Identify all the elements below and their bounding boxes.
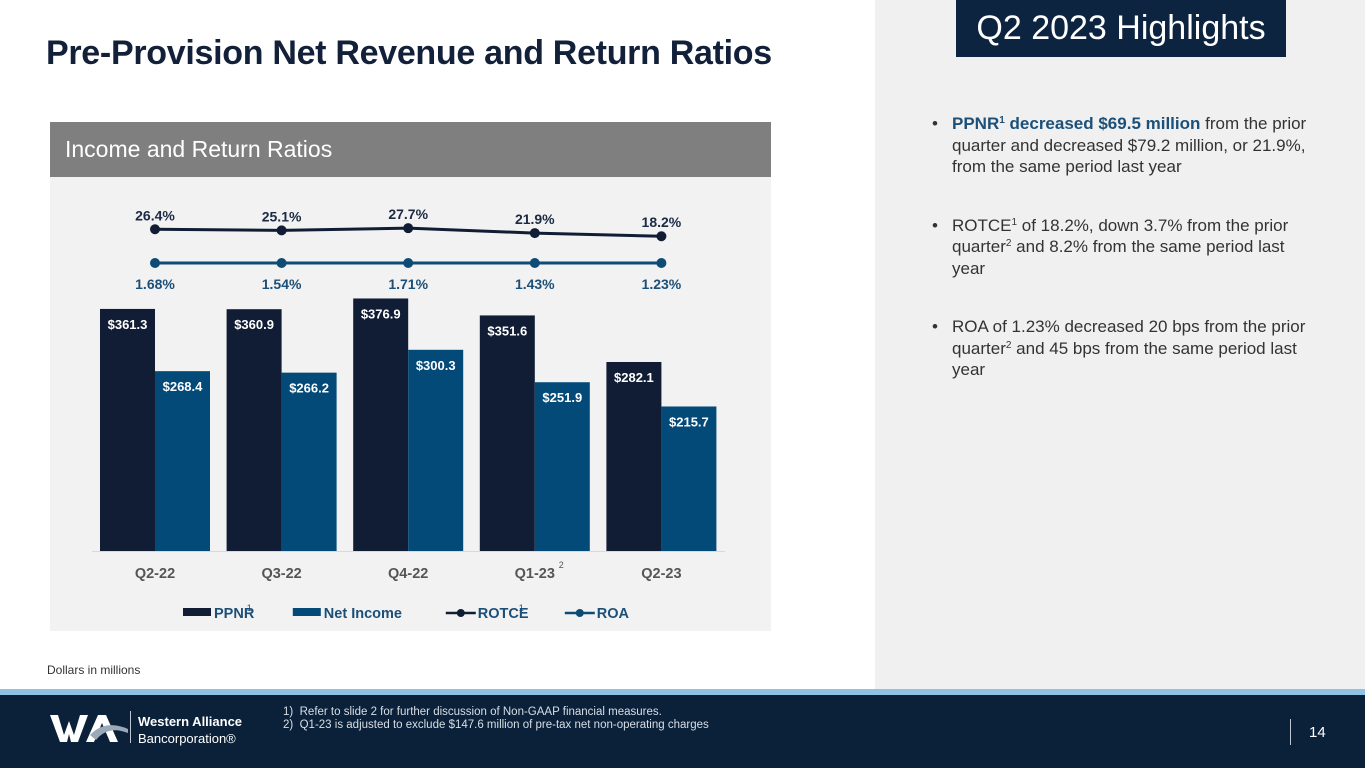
- legend-swatch: [183, 608, 211, 616]
- bar-net-income: [281, 372, 337, 551]
- highlights-title: Q2 2023 Highlights: [956, 0, 1286, 57]
- highlight-rotce-text-a: of 18.2%, down 3.7% from the prior quart…: [952, 215, 1289, 257]
- footer: Western Alliance Bancorporation® 1) Refe…: [0, 695, 1365, 768]
- line-data-label: 1.54%: [262, 276, 302, 292]
- highlight-roa-text-b: and 45 bps from the same period last yea…: [952, 338, 1297, 380]
- highlight-rotce-text-b: and 8.2% from the same period last year: [952, 237, 1285, 278]
- chart-panel: $361.3 $268.4 Q2-22 $360.9 $266.2 Q3-22 $376.9…: [50, 122, 771, 631]
- line-data-label: 21.9%: [515, 211, 555, 227]
- ppnr-term: PPNR: [952, 114, 1000, 133]
- line-data-label: 18.2%: [642, 214, 682, 230]
- legend-label: PPNR: [214, 606, 255, 622]
- legend-marker: [575, 609, 584, 617]
- point-rotce: [656, 231, 667, 242]
- income-return-chart: $361.3 $268.4 Q2-22 $360.9 $266.2 Q3-22 $376.9…: [92, 206, 725, 622]
- chart-header: Income and Return Ratios: [50, 122, 771, 177]
- x-tick-label: Q4-22: [388, 566, 428, 582]
- logo-divider: [130, 711, 131, 743]
- footnote-ref: 1: [999, 115, 1005, 126]
- footer-stripe: [0, 689, 1365, 695]
- highlight-ppnr-text: from the prior quarter and decreased $79…: [952, 114, 1307, 176]
- brand-subtitle: Bancorporation®: [138, 731, 236, 746]
- bar-data-label: $251.9: [542, 390, 582, 405]
- x-tick-label: Q3-22: [261, 566, 301, 582]
- bar-data-label: $376.9: [361, 306, 401, 321]
- highlights-list: PPNR1 decreased $69.5 million from the p…: [930, 113, 1310, 418]
- highlight-ppnr: PPNR1 decreased $69.5 million from the p…: [930, 113, 1310, 178]
- line-data-label: 1.23%: [642, 276, 682, 292]
- bar-ppnr: [353, 298, 409, 551]
- bar-data-label: $215.7: [669, 414, 709, 429]
- bar-ppnr: [479, 315, 535, 551]
- bar-data-label: $300.3: [416, 358, 456, 373]
- legend-marker: [456, 609, 465, 617]
- footnote-ref: 1: [1011, 216, 1018, 228]
- highlights-panel: Q2 2023 Highlights PPNR1 decreased $69.5…: [875, 0, 1365, 689]
- footnote-ref: 2: [1005, 339, 1012, 351]
- rotce-term: ROTCE: [952, 215, 1012, 235]
- point-rotce: [150, 224, 160, 235]
- line-data-label: 25.1%: [262, 208, 302, 224]
- bar-data-label: $360.9: [234, 317, 274, 332]
- bar-net-income: [661, 406, 717, 551]
- footnote-1: 1) Refer to slide 2 for further discussi…: [283, 706, 662, 718]
- line-data-label: 1.68%: [135, 276, 175, 292]
- bar-data-label: $361.3: [108, 317, 148, 332]
- bar-net-income: [155, 371, 210, 551]
- footnotes: 1) Refer to slide 2 for further discussi…: [283, 706, 709, 732]
- page-number: 14: [1309, 724, 1326, 741]
- highlight-roa: ROA of 1.23% decreased 20 bps from the p…: [930, 316, 1310, 381]
- line-data-label: 1.43%: [515, 276, 555, 292]
- point-roa: [656, 258, 667, 268]
- line-data-label: 27.7%: [388, 206, 428, 222]
- footnote-2: 2) Q1-23 is adjusted to exclude $147.6 m…: [283, 719, 709, 731]
- highlight-roa-text-a: ROA of 1.23% decreased 20 bps from the p…: [952, 317, 1306, 358]
- bar-net-income: [534, 382, 590, 551]
- x-tick-label: Q2-22: [135, 566, 175, 582]
- line-data-label: 1.71%: [388, 276, 428, 292]
- point-roa: [276, 258, 287, 268]
- footnote-ref: 2: [1005, 238, 1012, 249]
- legend-footnote: 1: [519, 603, 524, 613]
- brand-name: Western Alliance: [138, 714, 243, 729]
- legend-label: ROA: [597, 606, 630, 622]
- legend-label: ROTCE: [478, 606, 529, 622]
- point-roa: [403, 258, 414, 268]
- page-title: Pre-Provision Net Revenue and Return Rat…: [46, 34, 772, 72]
- highlight-ppnr-bold: PPNR1 decreased $69.5 million: [952, 114, 1200, 133]
- units-note: Dollars in millions: [47, 663, 141, 677]
- line-data-label: 26.4%: [135, 207, 175, 223]
- ppnr-change: decreased $69.5 million: [1004, 114, 1201, 133]
- bar-data-label: $351.6: [487, 323, 527, 338]
- x-tick-footnote: 2: [559, 560, 564, 570]
- western-alliance-logo-icon: [50, 715, 128, 742]
- legend-label: Net Income: [324, 606, 402, 622]
- point-roa: [529, 258, 540, 268]
- point-rotce: [529, 228, 540, 239]
- legend-swatch: [292, 608, 321, 616]
- point-roa: [150, 258, 160, 268]
- bar-net-income: [408, 349, 464, 551]
- point-rotce: [403, 223, 414, 234]
- bar-ppnr: [606, 361, 662, 551]
- bar-data-label: $266.2: [289, 381, 329, 396]
- legend-footnote: 1: [247, 603, 252, 613]
- page-number-divider: [1290, 719, 1291, 745]
- highlight-rotce: ROTCE1 of 18.2%, down 3.7% from the prio…: [930, 215, 1310, 280]
- x-tick-label: Q2-23: [641, 566, 681, 582]
- x-tick-label: Q1-23: [515, 566, 555, 582]
- bar-ppnr: [100, 308, 155, 551]
- bar-data-label: $268.4: [163, 379, 204, 394]
- bar-data-label: $282.1: [614, 370, 654, 385]
- bar-ppnr: [226, 309, 282, 551]
- point-rotce: [276, 225, 287, 236]
